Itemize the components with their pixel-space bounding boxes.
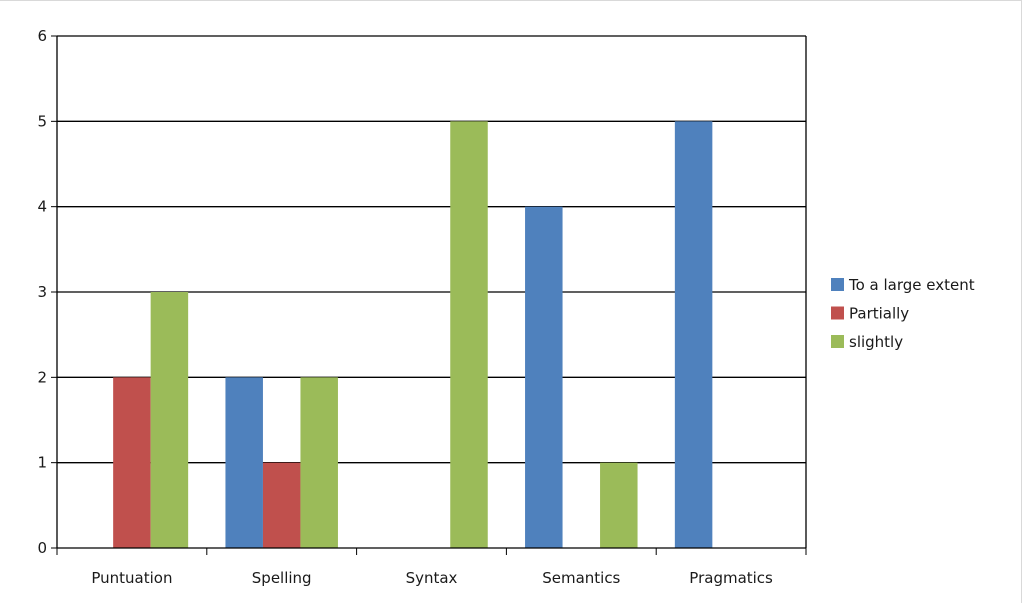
bar-to-a-large-extent-spelling xyxy=(225,377,263,548)
legend-label: slightly xyxy=(849,333,903,351)
legend-label: To a large extent xyxy=(848,276,975,294)
y-tick-label: 0 xyxy=(37,539,47,557)
x-tick-label: Syntax xyxy=(406,569,458,587)
x-tick-label: Spelling xyxy=(252,569,312,587)
axes: 0 1 2 3 4 5 6 Puntuation Spelling Syntax Semantics… xyxy=(37,27,807,587)
legend: To a large extent Partially slightly xyxy=(831,276,975,351)
bar-to-a-large-extent-pragmatics xyxy=(674,121,713,548)
bar-slightly-semantics xyxy=(600,462,638,548)
bars xyxy=(113,121,713,548)
legend-swatch xyxy=(831,278,844,291)
legend-label: Partially xyxy=(849,305,909,323)
x-tick-label: Puntuation xyxy=(91,569,172,587)
bar-partially-puntuation xyxy=(113,377,151,548)
y-tick-label: 3 xyxy=(37,283,47,301)
legend-swatch xyxy=(831,306,844,320)
y-tick-label: 1 xyxy=(37,454,47,472)
y-tick-label: 5 xyxy=(37,112,47,130)
y-tick-label: 4 xyxy=(37,198,47,216)
x-tick-label: Semantics xyxy=(542,569,620,587)
bar-to-a-large-extent-semantics xyxy=(525,206,563,548)
x-tick-label: Pragmatics xyxy=(689,569,773,587)
legend-swatch xyxy=(831,335,844,348)
bar-slightly-spelling xyxy=(300,377,338,548)
bar-slightly-syntax xyxy=(450,121,488,548)
y-tick-label: 6 xyxy=(37,27,47,45)
bar-partially-spelling xyxy=(262,462,301,548)
bar-slightly-puntuation xyxy=(150,292,189,548)
y-tick-label: 2 xyxy=(37,368,47,386)
